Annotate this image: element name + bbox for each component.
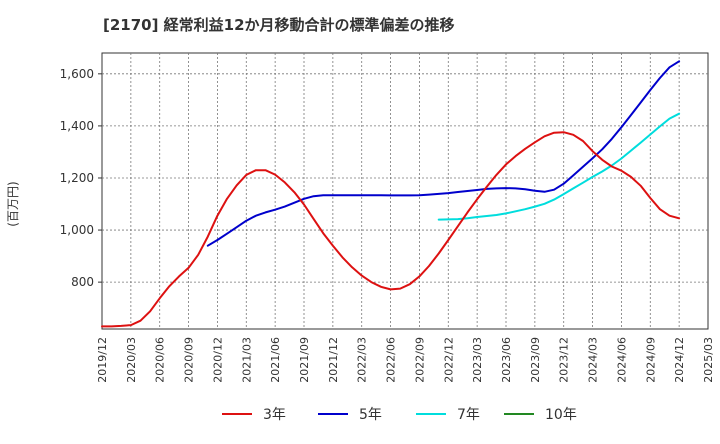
y-tick-label: 1,600 (60, 67, 94, 81)
legend-label-5年: 5年 (359, 407, 382, 423)
x-tick-label: 2025/03 (702, 337, 715, 383)
series-line-5年 (206, 60, 681, 247)
x-tick-label: 2019/12 (96, 337, 109, 383)
x-tick-label: 2023/03 (471, 337, 484, 383)
x-tick-label: 2022/03 (356, 337, 369, 383)
series-line-7年 (437, 112, 681, 221)
x-tick-label: 2023/12 (558, 337, 571, 383)
x-tick-label: 2021/09 (298, 337, 311, 383)
y-axis-label: (百万円) (6, 181, 20, 226)
x-tick-label: 2021/03 (240, 337, 253, 383)
x-tick-label: 2021/06 (269, 337, 282, 383)
series-layer (101, 60, 681, 328)
plot-area (101, 52, 709, 330)
legend-label-3年: 3年 (263, 407, 286, 423)
legend-label-7年: 7年 (457, 407, 480, 423)
x-tick-label: 2022/09 (413, 337, 426, 383)
x-tick-label: 2021/12 (327, 337, 340, 383)
y-tick-label: 1,400 (60, 119, 94, 133)
axis-layer: 2019/12 2020/03 2020/06 2020/09 2020/12 2021/… (60, 67, 715, 383)
x-tick-label: 2024/09 (644, 337, 657, 383)
legend: 3年 5年 7年 10年 (222, 407, 577, 423)
x-tick-label: 2020/09 (183, 337, 196, 383)
series-line-3年 (101, 131, 681, 328)
y-tick-label: 800 (71, 275, 94, 289)
y-tick-label: 1,000 (60, 223, 94, 237)
x-tick-label: 2020/06 (154, 337, 167, 383)
chart-title: [2170] 経常利益12か月移動合計の標準偏差の推移 (103, 16, 455, 34)
x-tick-label: 2023/06 (500, 337, 513, 383)
legend-label-10年: 10年 (545, 407, 577, 423)
x-tick-label: 2024/06 (615, 337, 628, 383)
x-tick-label: 2023/09 (529, 337, 542, 383)
x-tick-label: 2022/06 (385, 337, 398, 383)
x-tick-label: 2022/12 (442, 337, 455, 383)
x-tick-label: 2020/03 (125, 337, 138, 383)
x-tick-label: 2020/12 (211, 337, 224, 383)
y-tick-label: 1,200 (60, 171, 94, 185)
x-tick-label: 2024/12 (673, 337, 686, 383)
x-tick-label: 2024/03 (587, 337, 600, 383)
